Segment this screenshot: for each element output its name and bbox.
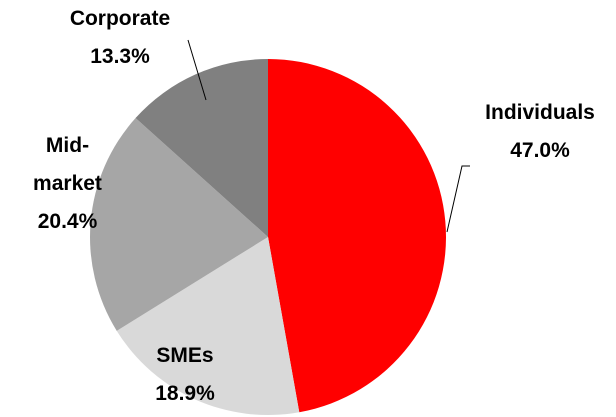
value-label: 47.0%: [510, 139, 570, 162]
pie-slice: [116, 237, 300, 415]
pie-slice: [135, 59, 268, 237]
value-label: 18.9%: [155, 382, 215, 405]
category-name: Mid-market: [33, 134, 102, 195]
category-name: Corporate: [69, 7, 171, 30]
slice-label: Mid-market 20.4%: [20, 127, 115, 241]
category-name: SMEs: [156, 344, 214, 367]
slice-label: SMEs 18.9%: [145, 337, 225, 413]
value-label: 20.4%: [37, 210, 98, 233]
category-name: Individuals: [485, 101, 595, 124]
leader-line: [446, 165, 470, 233]
slice-label: Corporate 13.3%: [55, 0, 185, 76]
slice-label: Individuals 47.0%: [475, 94, 605, 170]
value-label: 13.3%: [90, 45, 150, 68]
leader-line: [187, 39, 207, 101]
pie-slice: [268, 59, 447, 413]
pie-slice: [90, 118, 268, 331]
